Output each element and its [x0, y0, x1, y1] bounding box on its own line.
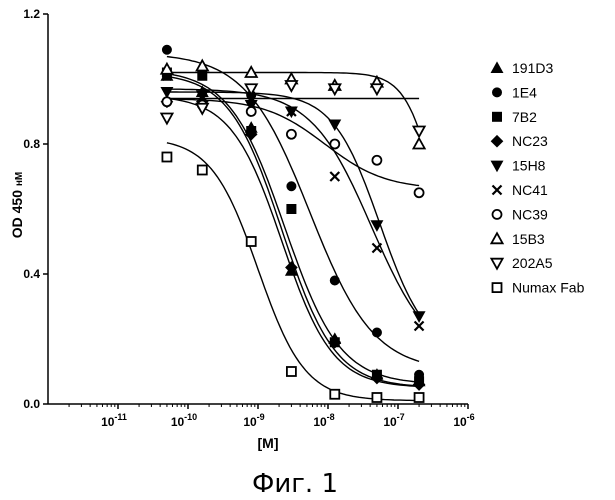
data-point-1e4	[162, 45, 171, 54]
x-tick-exponent: -11	[114, 412, 127, 422]
data-point-1e4	[372, 328, 381, 337]
legend-marker-7b2	[493, 112, 502, 121]
legend-item-nc41: NC41	[493, 182, 549, 198]
data-point-numax-fab	[415, 393, 424, 402]
data-point-numax-fab	[287, 367, 296, 376]
x-tick-exponent: -8	[327, 412, 335, 422]
legend-item-7b2: 7B2	[493, 109, 538, 125]
data-point-202a5	[161, 114, 172, 124]
legend-marker-numax-fab	[493, 283, 502, 292]
legend: 191D3 1E4 7B2 NC23 15H8 NC41 NC39 15B3 202A5 Numa…	[491, 60, 584, 296]
data-point-nc41	[330, 172, 339, 181]
legend-item-15b3: 15B3	[491, 231, 545, 247]
data-point-202a5	[371, 84, 382, 94]
y-tick-label: 1.2	[23, 7, 40, 21]
y-tick-label: 0.0	[23, 397, 40, 411]
x-tick-base: 10	[383, 415, 397, 429]
x-tick-base: 10	[101, 415, 115, 429]
legend-marker-nc41	[493, 186, 502, 195]
data-point-7b2	[198, 71, 207, 80]
legend-item-202a5: 202A5	[491, 255, 552, 271]
legend-marker-15b3	[491, 233, 502, 243]
x-axis-title: [M]	[258, 435, 279, 451]
x-tick-label: 10-8	[313, 412, 334, 429]
data-point-nc39	[287, 130, 296, 139]
legend-marker-nc39	[493, 210, 502, 219]
x-tick-label: 10-10	[171, 412, 197, 429]
legend-label: NC23	[512, 133, 548, 149]
data-point-nc39	[247, 107, 256, 116]
legend-marker-nc23	[491, 136, 502, 147]
legend-label: NC39	[512, 206, 548, 222]
legend-marker-191d3	[491, 62, 502, 72]
fit-curve-nc41	[167, 89, 419, 317]
x-tick-base: 10	[243, 415, 257, 429]
data-point-numax-fab	[372, 393, 381, 402]
data-point-numax-fab	[162, 153, 171, 162]
legend-label: 15B3	[512, 231, 545, 247]
data-point-numax-fab	[247, 237, 256, 246]
data-point-nc39	[372, 156, 381, 165]
legend-label: Numax Fab	[512, 280, 585, 296]
labels: [M] OD 450 нМ Фиг. 1	[9, 172, 338, 499]
x-tick-base: 10	[171, 415, 185, 429]
x-tick-label: 10-11	[101, 412, 127, 429]
data-point-numax-fab	[198, 166, 207, 175]
legend-label: NC41	[512, 182, 548, 198]
figure-caption: Фиг. 1	[252, 469, 338, 499]
legend-item-nc23: NC23	[491, 133, 548, 149]
legend-item-nc39: NC39	[493, 206, 549, 222]
x-tick-base: 10	[453, 415, 467, 429]
data-point-15h8	[413, 312, 424, 322]
legend-label: 1E4	[512, 84, 537, 100]
legend-label: 202A5	[512, 255, 553, 271]
data-point-202a5	[286, 81, 297, 91]
data-point-1e4	[330, 276, 339, 285]
legend-label: 15H8	[512, 158, 546, 174]
dose-response-chart: 0.00.40.81.210-1110-1010-910-810-710-6 1…	[0, 0, 615, 500]
legend-label: 191D3	[512, 60, 553, 76]
legend-item-numax-fab: Numax Fab	[493, 280, 585, 296]
fit-curve-nc23	[167, 98, 419, 386]
x-tick-label: 10-9	[243, 412, 264, 429]
data-point-15b3	[413, 138, 424, 148]
legend-marker-1e4	[493, 88, 502, 97]
x-tick-exponent: -7	[397, 412, 405, 422]
data-point-15h8	[329, 120, 340, 130]
legend-item-15h8: 15H8	[491, 158, 545, 174]
x-tick-exponent: -6	[467, 412, 475, 422]
legend-marker-202a5	[491, 259, 502, 269]
data-point-numax-fab	[330, 390, 339, 399]
y-axis-title-main: OD 450	[9, 186, 25, 238]
data-point-202a5	[413, 127, 424, 137]
legend-marker-15h8	[491, 161, 502, 171]
x-tick-label: 10-6	[453, 412, 474, 429]
y-axis-title: OD 450 нМ	[9, 172, 25, 239]
data-point-nc39	[330, 140, 339, 149]
x-tick-label: 10-7	[383, 412, 404, 429]
fit-curve-15h8	[167, 92, 419, 314]
data-point-nc39	[415, 188, 424, 197]
legend-label: 7B2	[512, 109, 537, 125]
legend-item-1e4: 1E4	[493, 84, 538, 100]
data-point-1e4	[287, 182, 296, 191]
data-point-7b2	[287, 205, 296, 214]
legend-item-191d3: 191D3	[491, 60, 553, 76]
y-tick-label: 0.8	[23, 137, 40, 151]
y-axis-title-unit: нМ	[14, 172, 25, 186]
data-point-nc39	[162, 97, 171, 106]
x-tick-base: 10	[313, 415, 327, 429]
y-tick-label: 0.4	[23, 267, 40, 281]
x-tick-exponent: -10	[184, 412, 197, 422]
data-point-nc41	[372, 244, 381, 253]
x-tick-exponent: -9	[257, 412, 265, 422]
